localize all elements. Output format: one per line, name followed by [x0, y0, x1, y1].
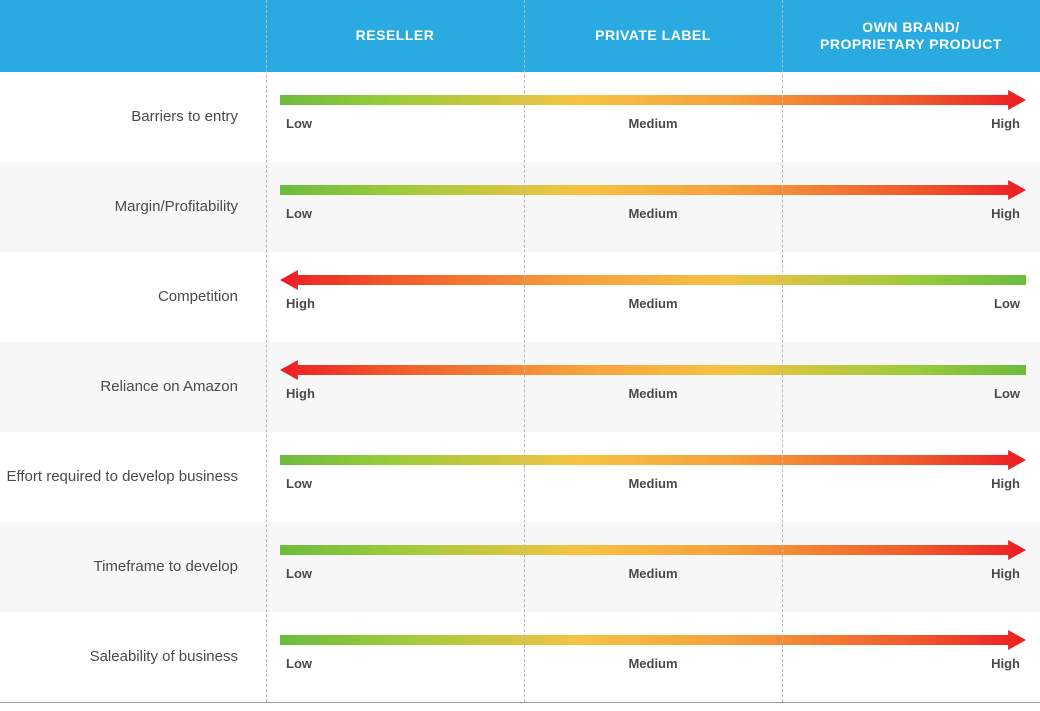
- row-content: High Medium Low: [266, 252, 1040, 342]
- table-row: Reliance on Amazon High Medium Low: [0, 342, 1040, 432]
- arrow-labels: High Medium Low: [280, 386, 1026, 401]
- row-label: Barriers to entry: [0, 72, 266, 162]
- arrow-label-mid: Medium: [628, 566, 677, 581]
- arrow-labels: Low Medium High: [280, 206, 1026, 221]
- arrow-label-right: High: [991, 656, 1020, 671]
- header-blank: [0, 0, 266, 72]
- header-reseller: RESELLER: [266, 0, 524, 72]
- arrow-wrap: Low Medium High: [280, 90, 1026, 136]
- gradient-arrow-icon: [280, 90, 1026, 110]
- row-content: Low Medium High: [266, 432, 1040, 522]
- gradient-arrow-icon: [280, 450, 1026, 470]
- chart-body: Barriers to entry Low Medium High Margin…: [0, 72, 1040, 703]
- table-row: Timeframe to develop Low Medium High: [0, 522, 1040, 612]
- row-label: Saleability of business: [0, 612, 266, 702]
- arrow-label-right: Low: [994, 386, 1020, 401]
- gradient-arrow-icon: [280, 630, 1026, 650]
- row-content: Low Medium High: [266, 612, 1040, 702]
- arrow-label-right: High: [991, 566, 1020, 581]
- arrow-label-left: High: [286, 296, 315, 311]
- arrow-label-mid: Medium: [628, 386, 677, 401]
- arrow-label-mid: Medium: [628, 116, 677, 131]
- arrow-wrap: High Medium Low: [280, 360, 1026, 406]
- row-content: Low Medium High: [266, 522, 1040, 612]
- table-row: Margin/Profitability Low Medium High: [0, 162, 1040, 252]
- table-row: Barriers to entry Low Medium High: [0, 72, 1040, 162]
- arrow-wrap: Low Medium High: [280, 450, 1026, 496]
- arrow-labels: Low Medium High: [280, 656, 1026, 671]
- arrow-label-mid: Medium: [628, 206, 677, 221]
- arrow-label-left: Low: [286, 656, 312, 671]
- arrow-label-left: High: [286, 386, 315, 401]
- header-own-brand: OWN BRAND/ PROPRIETARY PRODUCT: [782, 0, 1040, 72]
- arrow-label-mid: Medium: [628, 476, 677, 491]
- row-label: Competition: [0, 252, 266, 342]
- arrow-labels: Low Medium High: [280, 566, 1026, 581]
- arrow-wrap: Low Medium High: [280, 540, 1026, 586]
- arrow-label-right: High: [991, 206, 1020, 221]
- header-row: RESELLER PRIVATE LABEL OWN BRAND/ PROPRI…: [0, 0, 1040, 72]
- arrow-labels: Low Medium High: [280, 116, 1026, 131]
- arrow-wrap: Low Medium High: [280, 630, 1026, 676]
- arrow-label-left: Low: [286, 116, 312, 131]
- gradient-arrow-icon: [280, 180, 1026, 200]
- arrow-label-right: High: [991, 116, 1020, 131]
- table-row: Saleability of business Low Medium High: [0, 612, 1040, 702]
- arrow-label-left: Low: [286, 566, 312, 581]
- arrow-label-left: Low: [286, 476, 312, 491]
- arrow-labels: High Medium Low: [280, 296, 1026, 311]
- arrow-labels: Low Medium High: [280, 476, 1026, 491]
- row-label: Reliance on Amazon: [0, 342, 266, 432]
- row-label: Margin/Profitability: [0, 162, 266, 252]
- row-content: Low Medium High: [266, 72, 1040, 162]
- arrow-wrap: Low Medium High: [280, 180, 1026, 226]
- gradient-arrow-icon: [280, 270, 1026, 290]
- table-row: Competition High Medium Low: [0, 252, 1040, 342]
- row-label: Effort required to develop business: [0, 432, 266, 522]
- table-row: Effort required to develop business Low …: [0, 432, 1040, 522]
- arrow-label-mid: Medium: [628, 656, 677, 671]
- arrow-label-left: Low: [286, 206, 312, 221]
- row-label: Timeframe to develop: [0, 522, 266, 612]
- gradient-arrow-icon: [280, 360, 1026, 380]
- business-model-comparison-chart: RESELLER PRIVATE LABEL OWN BRAND/ PROPRI…: [0, 0, 1040, 702]
- row-content: Low Medium High: [266, 162, 1040, 252]
- header-private-label: PRIVATE LABEL: [524, 0, 782, 72]
- arrow-label-right: High: [991, 476, 1020, 491]
- arrow-label-right: Low: [994, 296, 1020, 311]
- arrow-label-mid: Medium: [628, 296, 677, 311]
- arrow-wrap: High Medium Low: [280, 270, 1026, 316]
- row-content: High Medium Low: [266, 342, 1040, 432]
- gradient-arrow-icon: [280, 540, 1026, 560]
